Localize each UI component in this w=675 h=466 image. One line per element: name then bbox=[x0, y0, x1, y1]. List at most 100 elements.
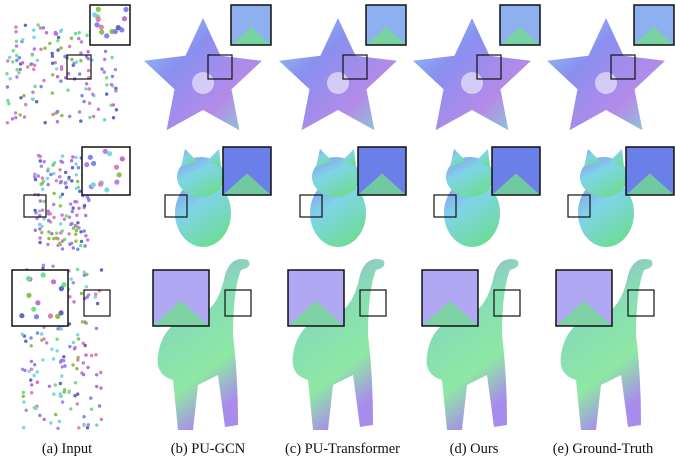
point bbox=[74, 228, 79, 233]
point bbox=[21, 390, 25, 395]
panel-star-pu-transformer bbox=[279, 4, 407, 131]
point bbox=[84, 87, 88, 91]
panel-cat-ours bbox=[433, 146, 541, 247]
point bbox=[38, 209, 42, 213]
zoom-point bbox=[121, 16, 127, 22]
point bbox=[87, 87, 91, 91]
zoom-region-box bbox=[610, 54, 636, 80]
point bbox=[5, 121, 10, 125]
point bbox=[58, 204, 63, 208]
panel-star-ground-truth bbox=[547, 4, 675, 131]
point bbox=[53, 383, 57, 387]
point bbox=[76, 337, 81, 341]
point bbox=[73, 381, 78, 385]
point bbox=[50, 91, 54, 95]
point bbox=[69, 159, 74, 163]
point bbox=[73, 394, 77, 398]
point bbox=[74, 155, 78, 160]
point bbox=[74, 173, 79, 177]
zoom-inset-border bbox=[499, 4, 541, 46]
point bbox=[32, 67, 36, 72]
zoom-point bbox=[33, 314, 40, 320]
zoom-inset-border bbox=[230, 4, 272, 46]
point bbox=[6, 59, 10, 63]
point bbox=[52, 161, 57, 165]
zoom-point bbox=[98, 24, 104, 30]
point bbox=[85, 272, 89, 277]
point bbox=[30, 383, 34, 387]
point bbox=[114, 89, 118, 93]
panel-cat-pu-gcn bbox=[164, 146, 272, 247]
point bbox=[94, 353, 98, 357]
panel-elephant-pu-transformer bbox=[287, 259, 387, 430]
point bbox=[38, 199, 42, 203]
point bbox=[52, 236, 56, 241]
point bbox=[105, 83, 109, 87]
point bbox=[32, 47, 36, 51]
point bbox=[17, 56, 22, 60]
zoom-point bbox=[107, 151, 113, 157]
point bbox=[40, 332, 44, 336]
point bbox=[23, 23, 28, 27]
point bbox=[97, 404, 102, 408]
point bbox=[40, 181, 44, 185]
point bbox=[105, 76, 109, 80]
point bbox=[59, 46, 63, 50]
point bbox=[38, 222, 42, 227]
point bbox=[55, 75, 60, 79]
panel-cat-input bbox=[23, 146, 131, 251]
point bbox=[51, 73, 55, 77]
point bbox=[18, 67, 22, 72]
point bbox=[76, 247, 80, 251]
point bbox=[33, 84, 37, 89]
point bbox=[22, 115, 27, 119]
point bbox=[99, 417, 104, 422]
point bbox=[64, 181, 68, 185]
zoom-region-box bbox=[23, 194, 47, 218]
point bbox=[51, 357, 56, 361]
zoom-inset-border bbox=[421, 269, 479, 327]
point bbox=[22, 94, 26, 98]
point bbox=[71, 363, 75, 367]
zoom-region-box bbox=[66, 54, 92, 80]
zoom-region-box bbox=[433, 194, 457, 218]
elephant-shape bbox=[560, 259, 653, 430]
point bbox=[5, 85, 10, 89]
cat-ear-right bbox=[476, 149, 490, 167]
point bbox=[56, 426, 60, 430]
zoom-region-box bbox=[207, 54, 233, 80]
point bbox=[55, 349, 59, 353]
point bbox=[110, 55, 114, 60]
point bbox=[60, 400, 65, 404]
point bbox=[63, 54, 67, 59]
zoom-inset-border bbox=[152, 269, 210, 327]
point bbox=[30, 53, 34, 57]
point bbox=[60, 192, 65, 196]
point bbox=[30, 391, 34, 395]
point bbox=[69, 222, 73, 227]
point bbox=[70, 57, 74, 62]
point bbox=[76, 392, 80, 396]
zoom-point bbox=[95, 6, 101, 12]
zoom-inset-border bbox=[89, 4, 131, 46]
point bbox=[38, 26, 43, 30]
zoom-point bbox=[95, 16, 101, 22]
zoom-point bbox=[104, 187, 110, 193]
elephant-shape bbox=[292, 259, 385, 430]
point bbox=[79, 119, 83, 123]
zoom-point bbox=[47, 313, 54, 319]
point bbox=[81, 372, 86, 377]
point bbox=[77, 206, 81, 210]
point bbox=[79, 243, 83, 248]
point bbox=[24, 102, 28, 107]
point bbox=[62, 355, 66, 359]
point bbox=[44, 31, 49, 35]
point bbox=[50, 61, 55, 65]
point bbox=[38, 413, 42, 418]
point bbox=[13, 111, 18, 115]
point bbox=[51, 264, 55, 268]
star-hole bbox=[327, 72, 349, 94]
point bbox=[56, 327, 60, 331]
point bbox=[29, 378, 33, 382]
